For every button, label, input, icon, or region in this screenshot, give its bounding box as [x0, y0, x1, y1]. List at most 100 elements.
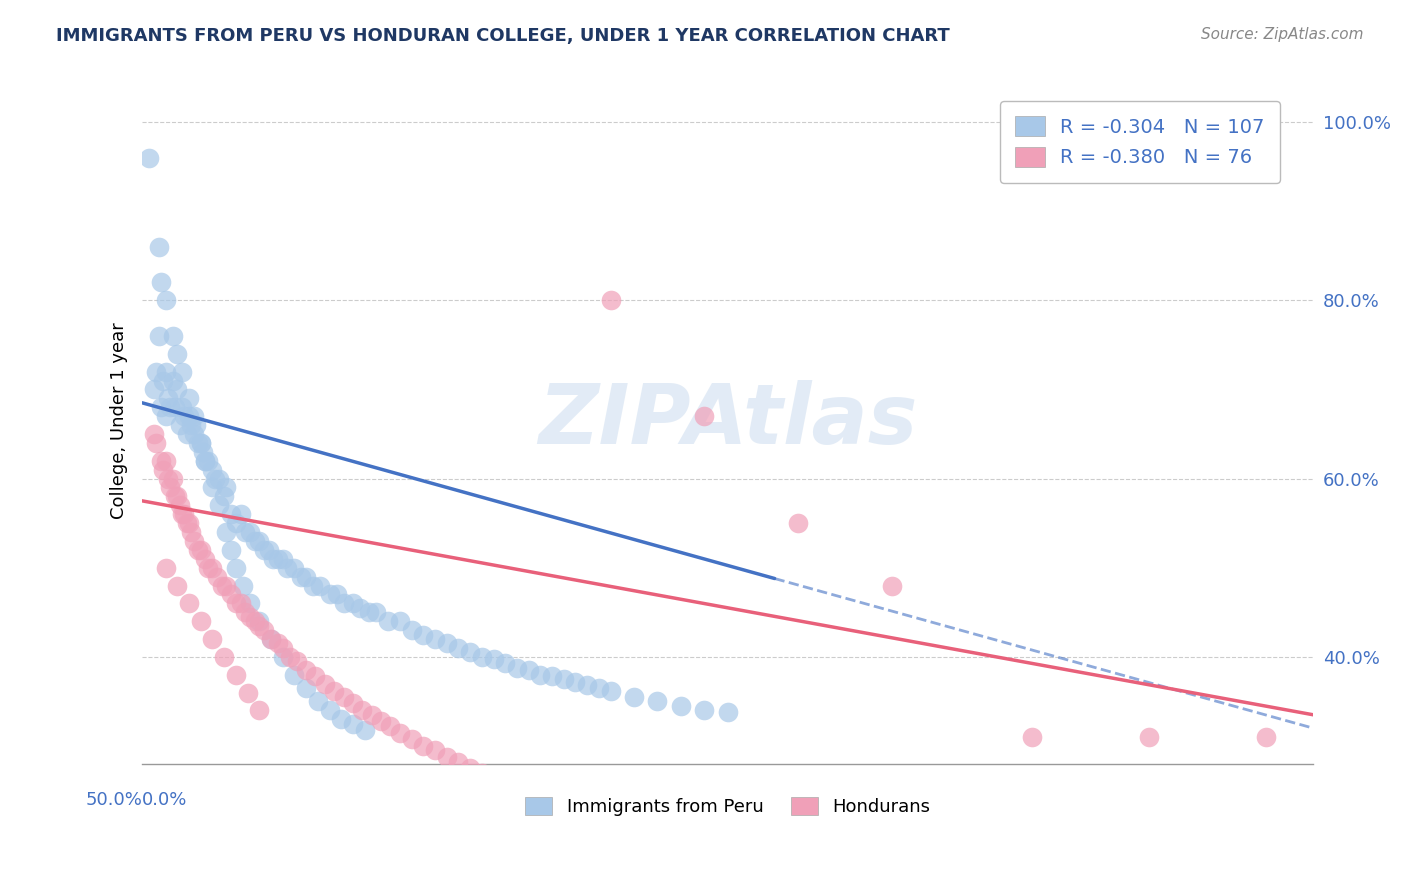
Point — [283, 560, 305, 574]
Point — [332, 596, 354, 610]
Point — [353, 723, 375, 737]
Point — [176, 516, 198, 530]
Point — [163, 401, 186, 415]
Point — [215, 481, 238, 495]
Point — [693, 409, 716, 424]
Point — [155, 454, 177, 468]
Point — [494, 656, 516, 670]
Point — [183, 427, 205, 442]
Point — [239, 596, 262, 610]
Point — [219, 587, 242, 601]
Point — [647, 694, 669, 708]
Point — [471, 765, 494, 780]
Point — [145, 436, 167, 450]
Point — [318, 587, 340, 601]
Point — [247, 614, 270, 628]
Point — [482, 651, 505, 665]
Point — [271, 649, 294, 664]
Point — [201, 632, 224, 646]
Point — [342, 716, 364, 731]
Point — [149, 454, 172, 468]
Point — [176, 427, 198, 442]
Point — [352, 703, 374, 717]
Point — [517, 788, 540, 802]
Point — [423, 632, 446, 646]
Point — [669, 698, 692, 713]
Point — [148, 329, 170, 343]
Point — [370, 714, 392, 728]
Text: Source: ZipAtlas.com: Source: ZipAtlas.com — [1201, 27, 1364, 42]
Point — [880, 578, 903, 592]
Point — [529, 667, 551, 681]
Point — [187, 542, 209, 557]
Point — [142, 427, 165, 442]
Point — [458, 645, 481, 659]
Point — [267, 551, 290, 566]
Text: 50.0%: 50.0% — [86, 791, 142, 809]
Point — [148, 240, 170, 254]
Point — [283, 667, 305, 681]
Point — [201, 560, 224, 574]
Point — [271, 551, 294, 566]
Point — [307, 694, 329, 708]
Point — [260, 632, 283, 646]
Point — [401, 731, 423, 746]
Point — [285, 654, 308, 668]
Point — [225, 667, 247, 681]
Point — [359, 605, 381, 619]
Point — [229, 596, 252, 610]
Point — [173, 507, 195, 521]
Point — [204, 472, 226, 486]
Point — [190, 542, 212, 557]
Point — [482, 772, 505, 786]
Point — [194, 551, 217, 566]
Point — [314, 676, 336, 690]
Point — [219, 507, 242, 521]
Point — [271, 640, 294, 655]
Point — [693, 703, 716, 717]
Point — [239, 609, 262, 624]
Point — [290, 569, 312, 583]
Point — [197, 454, 219, 468]
Point — [412, 739, 434, 753]
Point — [236, 685, 259, 699]
Point — [302, 578, 325, 592]
Point — [208, 498, 231, 512]
Point — [166, 490, 188, 504]
Point — [366, 605, 388, 619]
Point — [162, 329, 184, 343]
Point — [787, 516, 810, 530]
Point — [388, 725, 411, 739]
Point — [253, 623, 276, 637]
Text: 0.0%: 0.0% — [142, 791, 187, 809]
Point — [564, 674, 586, 689]
Point — [170, 507, 193, 521]
Point — [225, 560, 247, 574]
Point — [180, 418, 202, 433]
Point — [360, 707, 382, 722]
Point — [471, 649, 494, 664]
Text: ZIPAtlas: ZIPAtlas — [538, 380, 917, 461]
Point — [177, 409, 200, 424]
Point — [159, 481, 181, 495]
Point — [212, 649, 235, 664]
Point — [278, 649, 301, 664]
Point — [436, 636, 458, 650]
Point — [152, 463, 174, 477]
Point — [247, 703, 270, 717]
Point — [541, 669, 564, 683]
Point — [458, 761, 481, 775]
Point — [599, 293, 621, 308]
Point — [401, 623, 423, 637]
Point — [295, 663, 318, 677]
Point — [138, 151, 160, 165]
Point — [169, 418, 191, 433]
Point — [166, 578, 188, 592]
Point — [239, 524, 262, 539]
Point — [1137, 730, 1160, 744]
Point — [184, 418, 207, 433]
Point — [325, 587, 347, 601]
Point — [194, 454, 217, 468]
Point — [304, 669, 326, 683]
Point — [332, 690, 354, 704]
